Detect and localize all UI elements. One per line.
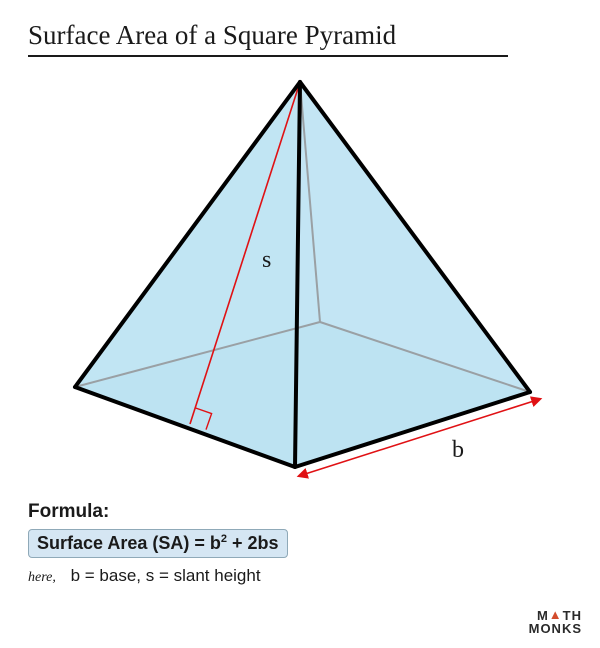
legend-here: here, bbox=[28, 570, 56, 585]
formula-box: Surface Area (SA) = b2 + 2bs bbox=[28, 529, 288, 558]
formula-block: Formula: Surface Area (SA) = b2 + 2bs he… bbox=[28, 501, 572, 586]
formula-legend: here, b = base, s = slant height bbox=[28, 566, 572, 586]
brand-logo: M▲TH MONKS bbox=[529, 609, 582, 636]
formula-heading: Formula: bbox=[28, 501, 572, 523]
brand-line2: MONKS bbox=[529, 622, 582, 636]
page-title: Surface Area of a Square Pyramid bbox=[28, 20, 572, 51]
svg-text:s: s bbox=[262, 247, 271, 273]
legend-text: b = base, s = slant height bbox=[71, 566, 261, 585]
pyramid-diagram: sb bbox=[28, 67, 572, 487]
brand-triangle-icon: ▲ bbox=[549, 608, 563, 622]
formula-text-post: + 2bs bbox=[227, 533, 279, 553]
formula-text-pre: Surface Area (SA) = b bbox=[37, 533, 221, 553]
title-rule bbox=[28, 55, 508, 57]
svg-text:b: b bbox=[452, 437, 464, 463]
